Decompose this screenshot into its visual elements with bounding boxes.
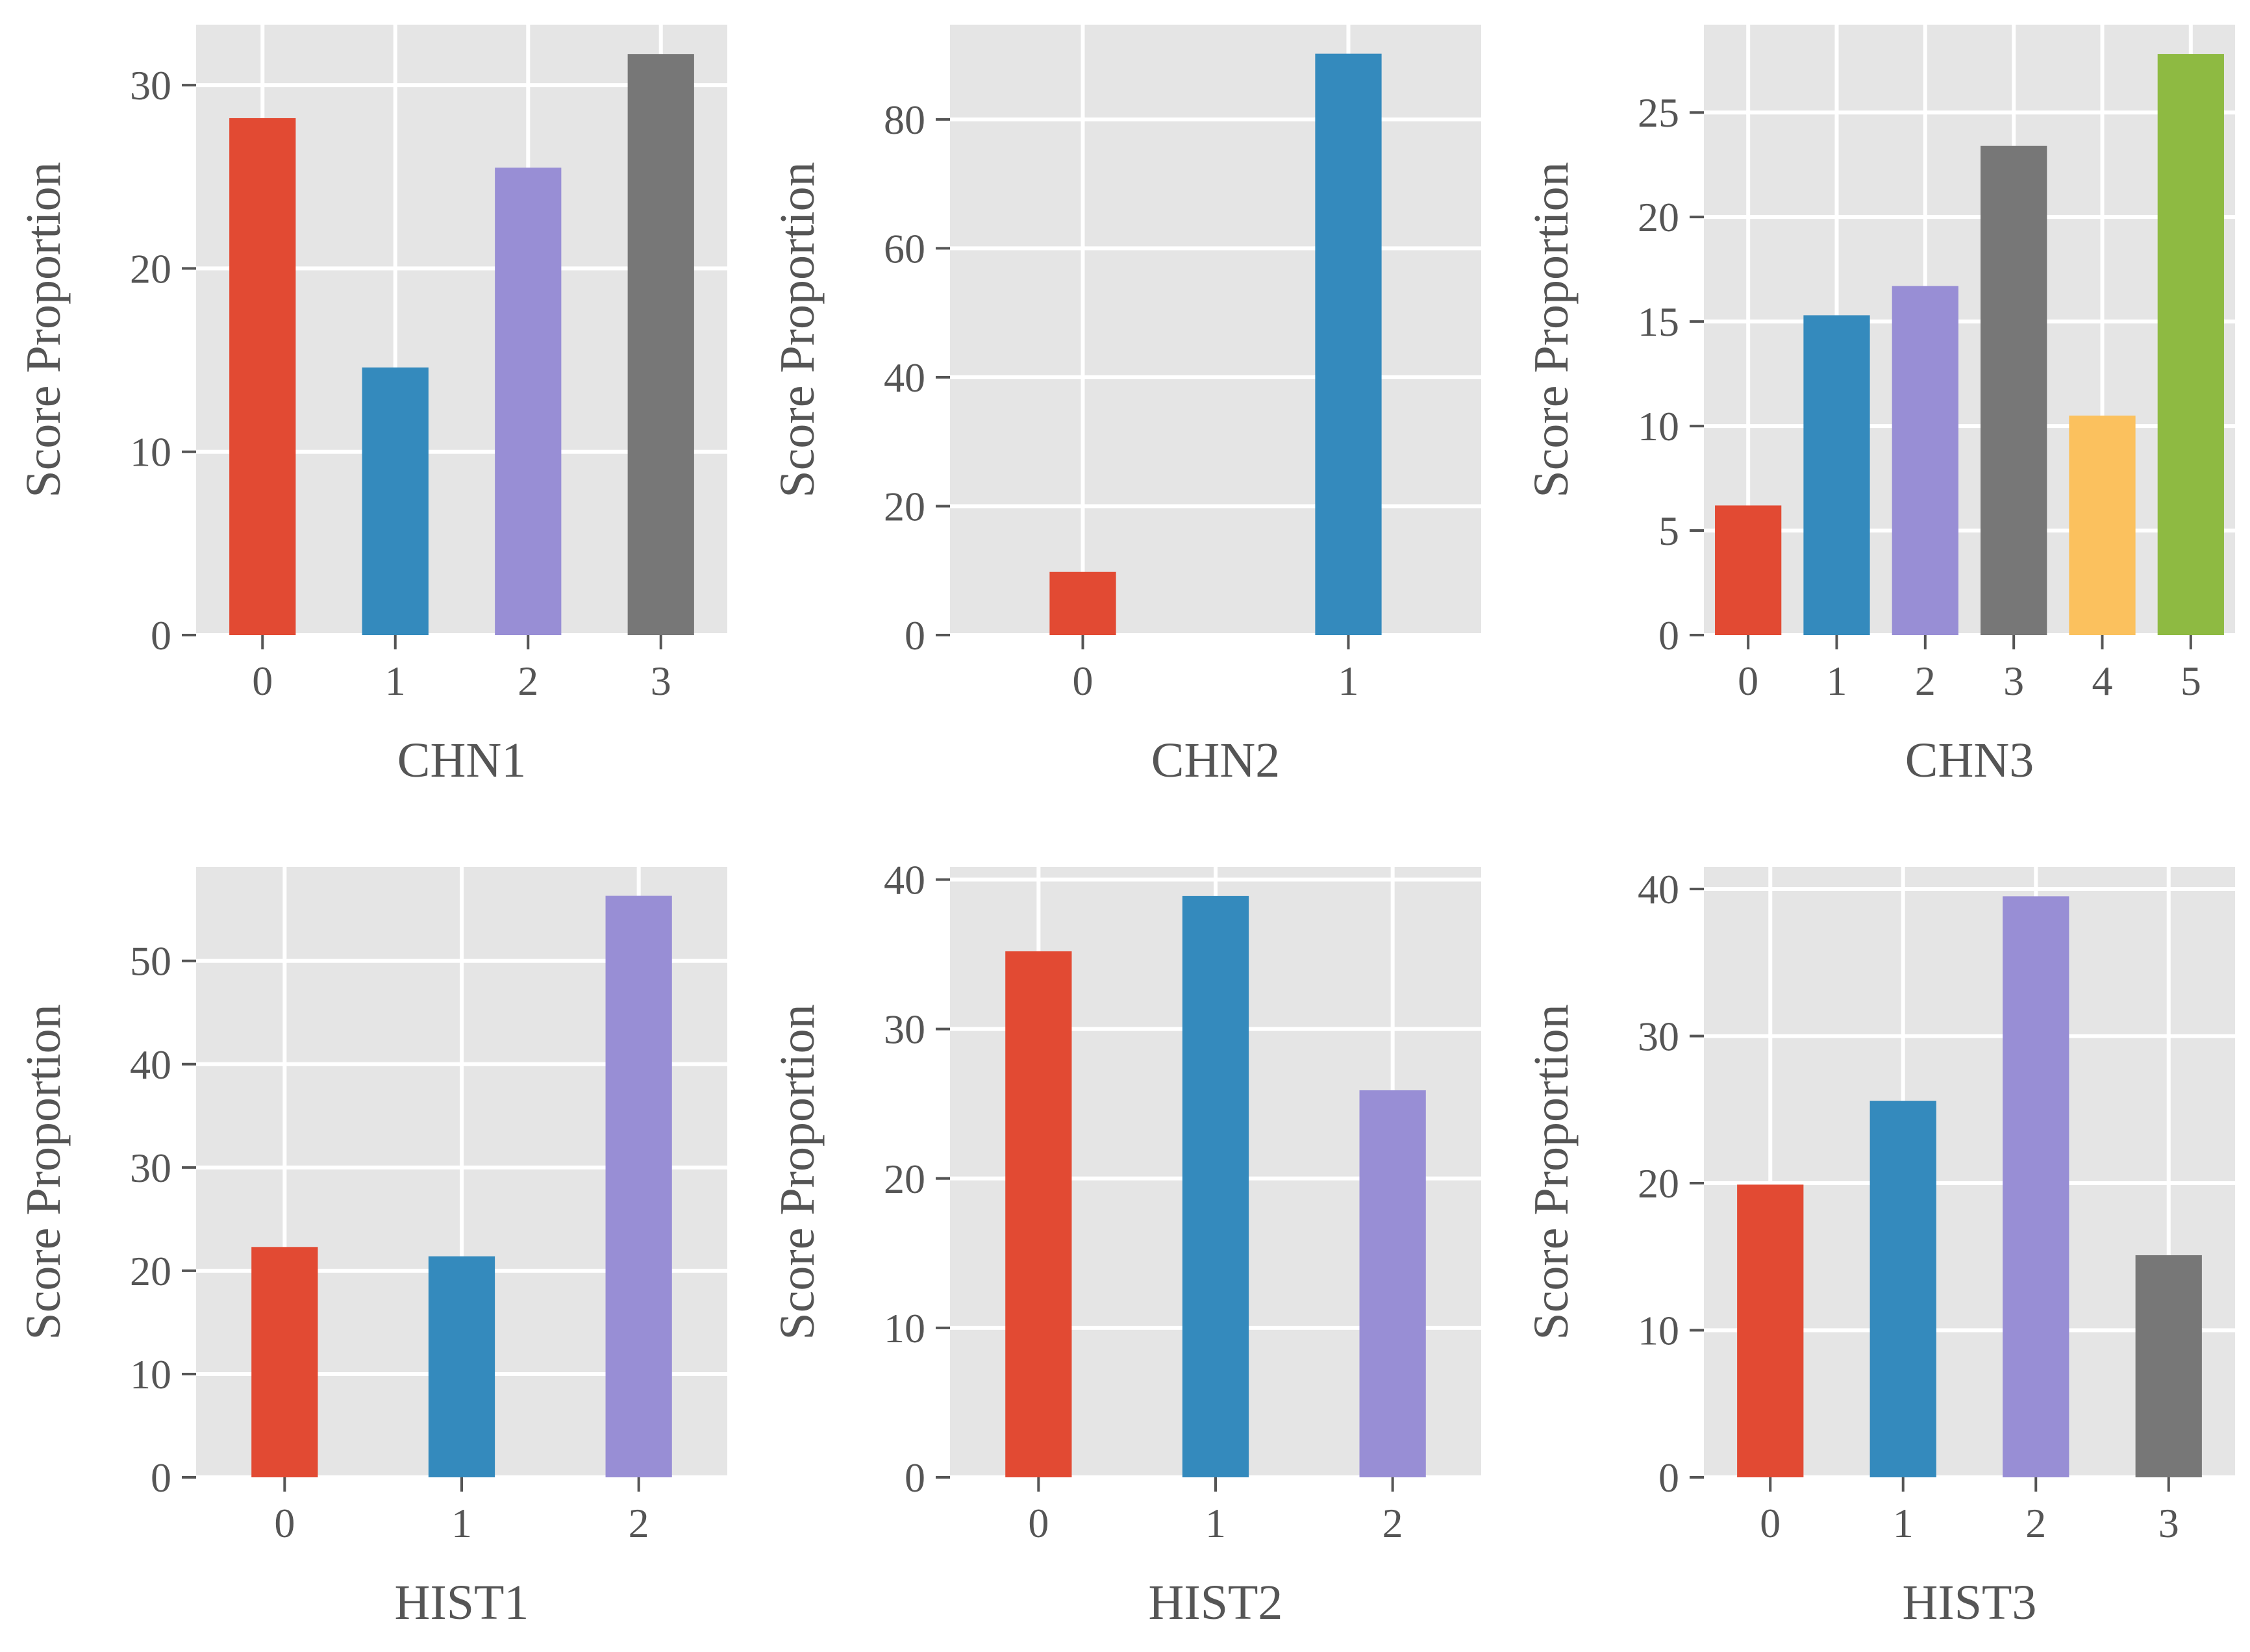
y-tick-label: 60 xyxy=(884,225,925,271)
bar-1 xyxy=(1869,1101,1936,1477)
x-tick-label: 1 xyxy=(1205,1500,1226,1546)
y-tick-label: 0 xyxy=(905,1455,925,1501)
x-tick-label: 1 xyxy=(1827,658,1847,704)
bar-0 xyxy=(251,1247,318,1477)
x-tick-label: 1 xyxy=(451,1500,472,1546)
bar-4 xyxy=(2069,415,2136,635)
y-tick-label: 0 xyxy=(905,612,925,658)
x-tick-label: 2 xyxy=(1915,658,1936,704)
x-tick-label: 5 xyxy=(2181,658,2201,704)
chart-panel-chn2: 0 20 40 60 80 0 1 CHN2 Score Proportion xyxy=(770,25,1481,788)
x-axis-label: CHN2 xyxy=(1151,733,1280,788)
x-tick-label: 3 xyxy=(651,658,671,704)
chart-panel-hist2: 0 10 20 30 40 0 1 2 HIST2 Score Proportion xyxy=(770,857,1481,1630)
bar-1 xyxy=(428,1256,495,1477)
y-tick-label: 10 xyxy=(130,1351,171,1397)
x-axis-label: HIST3 xyxy=(1903,1575,2037,1630)
x-axis-label: CHN1 xyxy=(397,733,526,788)
y-tick-label: 20 xyxy=(884,1156,925,1202)
bar-0 xyxy=(1737,1184,1804,1477)
y-tick-label: 30 xyxy=(884,1007,925,1053)
y-tick-label: 40 xyxy=(884,355,925,401)
x-tick-label: 2 xyxy=(518,658,538,704)
bar-1 xyxy=(1182,895,1249,1477)
x-axis-label: HIST2 xyxy=(1149,1575,1283,1630)
x-tick-label: 3 xyxy=(2003,658,2024,704)
bar-2 xyxy=(1892,286,1958,636)
y-tick-label: 40 xyxy=(884,857,925,903)
y-tick-label: 40 xyxy=(1638,866,1679,912)
y-axis-label: Score Proportion xyxy=(16,1004,71,1340)
y-tick-label: 30 xyxy=(130,62,171,108)
y-tick-label: 10 xyxy=(884,1305,925,1351)
y-tick-label: 20 xyxy=(884,483,925,529)
bar-2 xyxy=(495,168,562,635)
y-axis-label: Score Proportion xyxy=(1524,162,1579,497)
x-tick-label: 2 xyxy=(629,1500,649,1546)
bar-1 xyxy=(1315,53,1382,636)
plot-background xyxy=(1704,25,2235,635)
y-tick-label: 80 xyxy=(884,97,925,143)
y-tick-label: 30 xyxy=(130,1145,171,1191)
y-tick-label: 30 xyxy=(1638,1013,1679,1059)
y-tick-label: 20 xyxy=(1638,194,1679,240)
x-tick-label: 4 xyxy=(2092,658,2113,704)
bar-2 xyxy=(605,895,672,1477)
chart-panel-hist1: 0 10 20 30 40 50 0 1 2 HIST1 Score Proportion xyxy=(16,867,727,1630)
y-tick-label: 10 xyxy=(130,429,171,475)
bar-2 xyxy=(2003,896,2069,1477)
y-axis-label: Score Proportion xyxy=(770,162,825,497)
chart-panel-hist3: 0 10 20 30 40 0 1 2 3 HIST3 Score Proportion xyxy=(1524,866,2235,1630)
bar-3 xyxy=(627,54,694,636)
y-tick-label: 15 xyxy=(1638,299,1679,345)
chart-panel-chn3: 0 5 10 15 20 25 0 1 2 3 4 5 CHN3 Score Proportion xyxy=(1524,25,2235,788)
bar-0 xyxy=(1715,505,1782,635)
bar-0 xyxy=(1005,951,1072,1477)
chart-panel-chn1: 0 10 20 30 0 1 2 3 CHN1 Score Proportion xyxy=(16,25,727,788)
y-axis-label: Score Proportion xyxy=(1524,1004,1579,1340)
y-tick-label: 10 xyxy=(1638,1307,1679,1353)
x-tick-label: 0 xyxy=(1738,658,1758,704)
y-tick-label: 50 xyxy=(130,938,171,984)
y-axis-label: Score Proportion xyxy=(770,1004,825,1340)
y-tick-label: 5 xyxy=(1658,508,1679,554)
bar-1 xyxy=(1803,315,1870,635)
y-tick-label: 0 xyxy=(151,1455,171,1501)
x-tick-label: 0 xyxy=(1760,1500,1781,1546)
x-tick-label: 1 xyxy=(1338,658,1359,704)
y-axis-label: Score Proportion xyxy=(16,162,71,497)
y-tick-label: 40 xyxy=(130,1042,171,1088)
y-tick-label: 20 xyxy=(1638,1160,1679,1207)
x-axis-label: HIST1 xyxy=(395,1575,529,1630)
bar-3 xyxy=(1981,145,2047,635)
y-tick-label: 0 xyxy=(1658,1455,1679,1501)
y-tick-label: 0 xyxy=(1658,612,1679,658)
x-tick-label: 1 xyxy=(385,658,406,704)
bar-5 xyxy=(2157,54,2224,636)
x-axis-label: CHN3 xyxy=(1905,733,2034,788)
x-tick-label: 2 xyxy=(1382,1500,1403,1546)
bar-3 xyxy=(2135,1255,2202,1477)
x-tick-label: 0 xyxy=(1073,658,1094,704)
plot-background xyxy=(950,25,1481,635)
x-tick-label: 3 xyxy=(2158,1500,2179,1546)
x-tick-label: 0 xyxy=(274,1500,295,1546)
y-tick-label: 0 xyxy=(151,612,171,658)
x-tick-label: 2 xyxy=(2025,1500,2046,1546)
x-tick-label: 1 xyxy=(1893,1500,1914,1546)
y-tick-label: 20 xyxy=(130,1248,171,1294)
bar-1 xyxy=(362,367,429,635)
bar-0 xyxy=(1049,571,1116,635)
x-tick-label: 0 xyxy=(252,658,273,704)
y-tick-label: 10 xyxy=(1638,403,1679,449)
x-tick-label: 0 xyxy=(1028,1500,1049,1546)
bar-0 xyxy=(229,118,296,635)
y-tick-label: 25 xyxy=(1638,90,1679,136)
bar-2 xyxy=(1359,1090,1426,1477)
y-tick-label: 20 xyxy=(130,245,171,292)
